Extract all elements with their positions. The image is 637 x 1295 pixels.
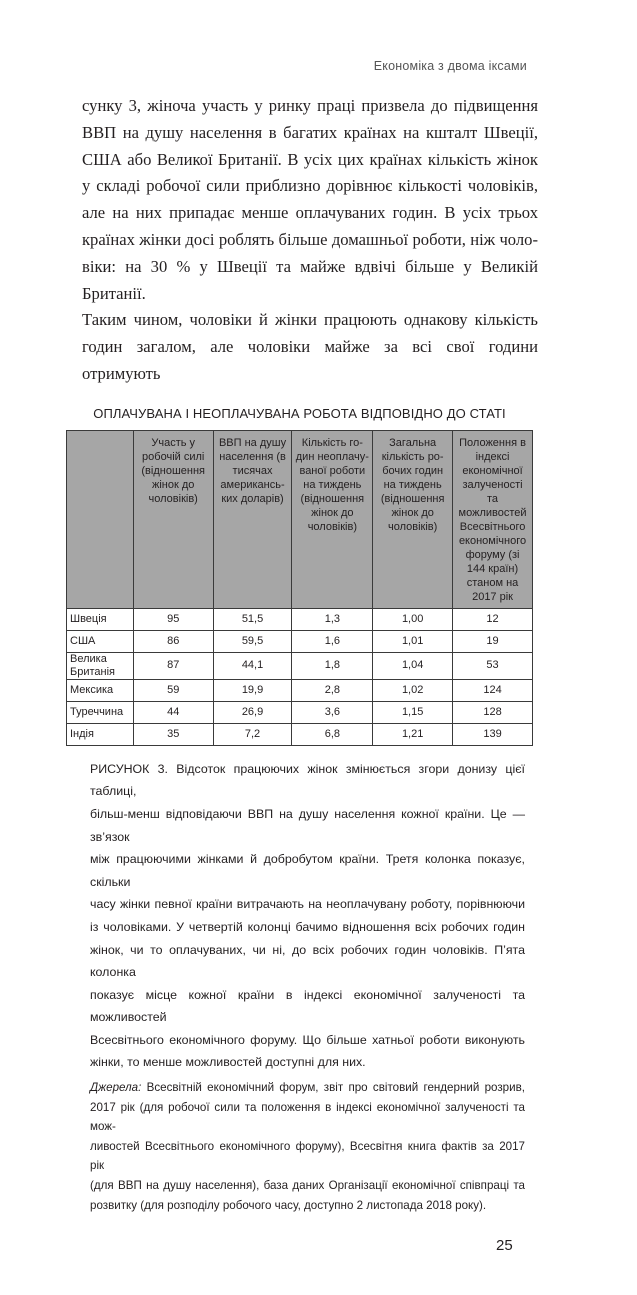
value-cell: 1,3 [291, 607, 374, 631]
value-cell: 12 [452, 607, 533, 631]
column-header: Загальна кількість ро-бочих годин на тиж… [372, 429, 454, 609]
value-cell: 87 [132, 651, 214, 680]
value-cell: 44 [132, 700, 214, 724]
source-line: розвитку (для розподілу робочого часу, д… [90, 1198, 487, 1212]
value-cell: 1,8 [291, 651, 374, 680]
figure-caption: РИСУНОК 3. Відсоток працюючих жінок змін… [90, 758, 525, 1074]
body-line: Таким чином, чоловіки й жінки працюють о… [82, 310, 538, 330]
value-cell: 124 [452, 678, 533, 702]
caption-line: Всесвітнього економічного форуму. Що біл… [90, 1032, 525, 1047]
page-number: 25 [496, 1237, 513, 1255]
table-row: Велика Британія 87 44,1 1,8 1,04 53 [66, 651, 533, 680]
data-table: Участь у робочій силі (відношення жінок … [66, 429, 533, 746]
sources: Джерела: Всесвітній економічний форум, з… [90, 1078, 525, 1215]
body-line: але на них припадає менше оплачуваних го… [82, 203, 538, 223]
value-cell: 1,6 [291, 629, 374, 653]
caption-line: між працюючими жінками й добробутом краї… [90, 852, 525, 889]
table-row: Мексика 59 19,9 2,8 1,02 124 [66, 678, 533, 702]
table-row: США 86 59,5 1,6 1,01 19 [66, 629, 533, 653]
body-line: годин загалом, але чоловіки майже за всі… [82, 337, 538, 383]
caption-line: часу жінки певної країни витрачають на н… [90, 897, 525, 912]
caption-line: жінки, то менше можливостей доступні для… [90, 1055, 366, 1070]
value-cell: 139 [452, 722, 533, 746]
value-cell: 1,04 [372, 651, 454, 680]
body-text: сунку 3, жіноча участь у ринку праці при… [82, 93, 538, 388]
country-cell: Індія [66, 722, 134, 746]
caption-line: показує місце кожної країни в індексі ек… [90, 987, 525, 1025]
value-cell: 7,2 [212, 722, 293, 746]
value-cell: 6,8 [291, 722, 374, 746]
value-cell: 59,5 [212, 629, 293, 653]
country-cell: Велика Британія [66, 651, 134, 680]
source-line: (для ВВП на душу населення), база даних … [90, 1179, 525, 1193]
table-row: Швеція 95 51,5 1,3 1,00 12 [66, 607, 533, 631]
value-cell: 128 [452, 700, 533, 724]
caption-line: із чоловіками. У четвертій колонці бачим… [90, 919, 525, 934]
value-cell: 1,01 [372, 629, 454, 653]
country-cell: Туреччина [66, 700, 134, 724]
caption-line: жінок, чи то оплачуваних, чи ні, до всіх… [90, 942, 525, 980]
value-cell: 1,02 [372, 678, 454, 702]
column-header: Положення в індексі економічної залучено… [452, 429, 533, 609]
body-line: віки: на 30 % у Швеції та майже вдвічі б… [82, 256, 538, 303]
source-line: ливостей Всесвітнього економічного форум… [90, 1139, 525, 1173]
value-cell: 44,1 [212, 651, 293, 680]
column-header: ВВП на душу населення (в тисячах америка… [212, 429, 293, 609]
value-cell: 1,00 [372, 607, 454, 631]
value-cell: 19 [452, 629, 533, 653]
body-line: США або Великої Британії. В усіх цих кра… [82, 149, 538, 169]
body-line: сунку 3, жіноча участь у ринку праці при… [82, 96, 538, 115]
caption-line: РИСУНОК 3. Відсоток працюючих жінок змін… [90, 761, 525, 799]
value-cell: 59 [132, 678, 214, 702]
value-cell: 53 [452, 651, 533, 680]
table-header-row: Участь у робочій силі (відношення жінок … [66, 429, 533, 609]
table-title: ОПЛАЧУВАНА І НЕОПЛАЧУВАНА РОБОТА ВІДПОВІ… [93, 405, 506, 421]
value-cell: 86 [132, 629, 214, 653]
caption-line: більш-менш відповідаючи ВВП на душу насе… [90, 806, 525, 844]
value-cell: 1,15 [372, 700, 454, 724]
column-header [66, 429, 134, 609]
value-cell: 19,9 [212, 678, 293, 702]
source-label: Джерела: [90, 1081, 142, 1095]
column-header: Участь у робочій силі (відношення жінок … [132, 429, 214, 609]
running-header: Економіка з двома іксами [373, 59, 527, 73]
body-line: країнах жінки досі роблять більше домашн… [82, 229, 538, 249]
value-cell: 95 [132, 607, 214, 631]
body-line: у складі робочої сили приблизно дорівнює… [82, 176, 538, 196]
source-line: Джерела: Всесвітній економічний форум, з… [90, 1078, 525, 1098]
value-cell: 3,6 [291, 700, 374, 724]
table-row: Індія 35 7,2 6,8 1,21 139 [66, 722, 533, 746]
country-cell: США [66, 629, 134, 653]
value-cell: 51,5 [212, 607, 293, 631]
value-cell: 1,21 [372, 722, 454, 746]
value-cell: 2,8 [291, 678, 374, 702]
source-text: Всесвітній економічний форум, звіт про с… [141, 1081, 525, 1095]
country-cell: Швеція [66, 607, 134, 631]
value-cell: 26,9 [212, 700, 293, 724]
country-cell: Мексика [66, 678, 134, 702]
column-header: Кількість го-дин неоплачу-ваної роботи н… [291, 429, 374, 609]
body-line: ВВП на душу населення в багатих країнах … [82, 122, 538, 142]
source-line: 2017 рік (для робочої сили та положення … [90, 1100, 525, 1134]
table-row: Туреччина 44 26,9 3,6 1,15 128 [66, 700, 533, 724]
value-cell: 35 [132, 722, 214, 746]
